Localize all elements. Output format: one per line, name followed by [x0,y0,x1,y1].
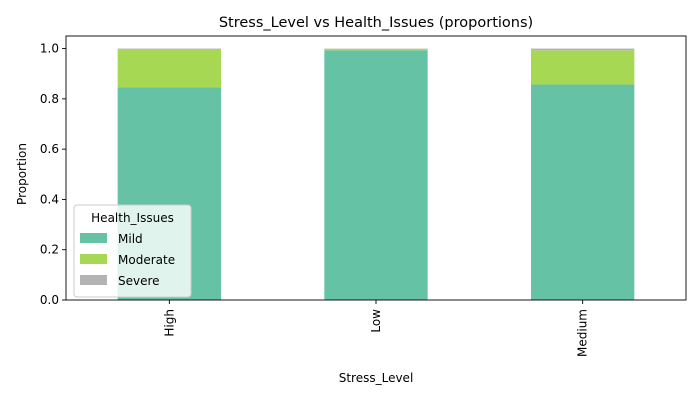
bar-high-moderate [117,49,221,88]
x-tick-label-low: Low [369,309,383,333]
y-axis-label: Proportion [15,143,29,205]
legend-label-severe: Severe [118,274,160,288]
legend: Health_Issues Mild Moderate Severe [73,204,192,298]
y-tick-label: 0.2 [40,243,59,257]
y-tick-label: 1.0 [40,42,59,56]
y-tick-label: 0.0 [40,293,59,307]
y-tick-label: 0.8 [40,92,59,106]
axes-layer: 0.0 0.2 0.4 0.6 0.8 1.0 High Low Medium [40,35,687,357]
legend-swatch-severe [80,275,107,285]
y-tick-label: 0.6 [40,142,59,156]
x-axis-label: Stress_Level [339,371,414,385]
legend-swatch-moderate [80,254,107,264]
x-tick-label-medium: Medium [576,309,590,357]
legend-label-mild: Mild [118,232,143,246]
legend-swatch-mild [80,233,107,243]
chart-title: Stress_Level vs Health_Issues (proportio… [219,15,533,31]
bar-medium-mild [531,84,635,300]
bars-layer [117,48,635,300]
legend-label-moderate: Moderate [118,253,175,267]
legend-box [73,204,192,298]
bar-low-mild [324,50,428,300]
bar-high-severe [117,48,221,50]
y-tick-label: 0.4 [40,192,59,206]
bar-medium-severe [531,48,635,51]
x-tick-label-high: High [162,309,176,337]
bar-low-moderate [324,48,428,51]
legend-title: Health_Issues [91,211,174,225]
bar-medium-moderate [531,50,635,85]
